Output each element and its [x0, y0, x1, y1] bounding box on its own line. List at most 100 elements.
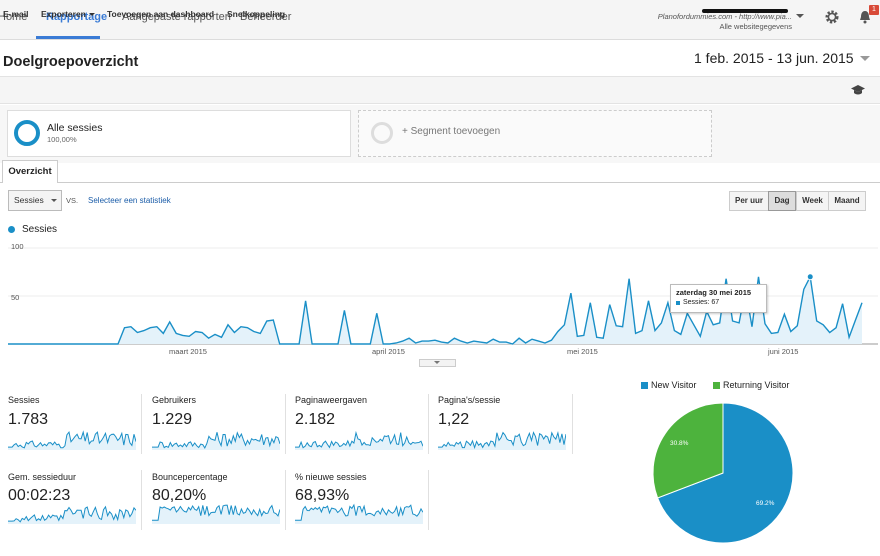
sparkline-line: [295, 503, 423, 521]
scorecard-label-bounce-rate: Bouncepercentage: [152, 472, 228, 482]
tooltip-value: Sessies: 67: [683, 299, 720, 306]
tooltip-series-marker: [676, 301, 680, 305]
sparkline-area: [152, 432, 280, 450]
series-legend-label: Sessies: [22, 224, 58, 235]
nav-admin[interactable]: Beheerder: [240, 11, 292, 23]
vs-label: VS.: [66, 196, 79, 205]
x-tick-june: juni 2015: [768, 347, 799, 356]
sparkline-area: [152, 505, 280, 524]
tab-divider: [0, 182, 880, 183]
scorecard-label-users: Gebruikers: [152, 395, 197, 405]
add-to-dashboard-button[interactable]: Toevoegen aan dashboard: [107, 9, 215, 19]
nav-home[interactable]: Home: [0, 11, 28, 23]
sessions-series-line: [8, 274, 863, 345]
scorecard-label-sessions: Sessies: [8, 395, 40, 405]
tab-overview[interactable]: Overzicht: [2, 160, 58, 183]
sessions-line-chart[interactable]: [0, 238, 880, 368]
segment-percentage: 100,00%: [47, 135, 77, 144]
chevron-down-icon[interactable]: [796, 14, 804, 18]
sparkline-line: [152, 431, 280, 449]
export-button[interactable]: Exporteren: [41, 9, 95, 19]
add-segment-button[interactable]: [358, 110, 712, 157]
scorecard-sparkline-bounce-rate: [152, 504, 280, 524]
scorecard-value-users: 1.229: [152, 411, 193, 428]
chevron-down-icon: [88, 13, 95, 17]
shortcut-button[interactable]: Snelkoppeling: [227, 9, 286, 19]
scorecard-label-avg-duration: Gem. sessieduur: [8, 472, 77, 482]
segment-name: Alle sessies: [47, 122, 103, 134]
notification-badge: 1: [869, 5, 879, 15]
pie-legend-marker-new: [641, 382, 648, 389]
metric-select[interactable]: Sessies: [8, 190, 62, 211]
granularity-week-button[interactable]: Week: [796, 191, 829, 211]
x-tick-march: maart 2015: [169, 347, 207, 356]
granularity-month-button[interactable]: Maand: [828, 191, 866, 211]
scorecard-sparkline-avg-duration: [8, 505, 136, 524]
scorecard-divider: [141, 394, 142, 454]
sparkline-line: [295, 430, 423, 449]
graduation-cap-icon[interactable]: [850, 84, 866, 96]
segment-ring-icon: [371, 122, 393, 144]
pie-legend-returning-visitor: Returning Visitor: [723, 380, 790, 390]
y-tick-50: 50: [11, 293, 20, 302]
chevron-down-icon: [434, 361, 440, 364]
chevron-down-icon: [51, 199, 57, 202]
pie-label-returning: 30.8%: [670, 440, 689, 447]
y-tick-100: 100: [11, 242, 24, 251]
sparkline-line: [8, 505, 136, 523]
sparkline-area: [438, 432, 566, 450]
pie-slice-returning-visitor: [652, 402, 724, 499]
scorecard-value-avg-duration: 00:02:23: [8, 487, 71, 504]
scorecard-label-new-sessions: % nieuwe sessies: [295, 472, 367, 482]
report-toolbar: [0, 76, 880, 104]
add-segment-label: + Segment toevoegen: [402, 126, 501, 137]
export-label: Exporteren: [41, 9, 86, 19]
series-legend-marker: [8, 226, 15, 233]
nav-active-indicator: [36, 36, 100, 39]
pie-legend-marker-returning: [713, 382, 720, 389]
sparkline-line: [438, 430, 566, 450]
bell-icon[interactable]: [857, 9, 873, 25]
highlighted-point: [806, 273, 814, 281]
account-selector[interactable]: Planofordummies.com - http://www.pia... …: [658, 12, 792, 32]
scorecard-sparkline-users: [152, 431, 280, 450]
sessions-area: [8, 276, 862, 344]
scorecard-value-pageviews: 2.182: [295, 411, 336, 428]
scorecard-value-sessions: 1.783: [8, 411, 49, 428]
redacted-email: [702, 9, 788, 13]
sparkline-area: [8, 506, 136, 524]
scorecard-sparkline-new-sessions: [295, 503, 423, 524]
scorecard-divider: [428, 470, 429, 530]
sparkline-line: [8, 430, 136, 449]
granularity-hour-button[interactable]: Per uur: [729, 191, 769, 211]
scorecard-value-new-sessions: 68,93%: [295, 487, 350, 504]
visitor-type-pie-chart[interactable]: [650, 400, 796, 546]
tooltip-date: zaterdag 30 mei 2015: [676, 288, 752, 297]
sparkline-line: [152, 504, 280, 521]
scorecard-value-pages-per-session: 1,22: [438, 411, 470, 428]
sparkline-area: [295, 505, 423, 524]
segment-all-sessions[interactable]: [7, 110, 351, 157]
account-view: Alle websitegegevens: [719, 22, 792, 31]
granularity-day-button[interactable]: Dag: [768, 191, 796, 211]
gear-icon[interactable]: [824, 9, 840, 25]
top-nav: [0, 0, 880, 40]
page-title: Doelgroepoverzicht: [3, 54, 139, 70]
select-stat-link[interactable]: Selecteer een statistiek: [88, 196, 171, 205]
scorecard-sparkline-pageviews: [295, 430, 423, 450]
nav-custom-reports[interactable]: Aangepaste rapporten: [122, 11, 231, 23]
pie-label-new: 69.2%: [756, 500, 775, 507]
scorecard-divider: [285, 470, 286, 530]
date-range-picker[interactable]: 1 feb. 2015 - 13 jun. 2015: [694, 50, 854, 66]
scorecard-label-pages-per-session: Pagina's/sessie: [438, 395, 501, 405]
scorecard-value-bounce-rate: 80,20%: [152, 487, 207, 504]
pie-legend-new-visitor: New Visitor: [651, 380, 697, 390]
scorecard-divider: [572, 394, 573, 454]
segment-ring-icon: [14, 120, 40, 146]
scorecard-divider: [428, 394, 429, 454]
chevron-down-icon[interactable]: [860, 56, 870, 61]
email-button[interactable]: E-mail: [3, 9, 29, 19]
x-tick-april: april 2015: [372, 347, 405, 356]
chart-tooltip: [670, 284, 767, 313]
scorecard-divider: [285, 394, 286, 454]
